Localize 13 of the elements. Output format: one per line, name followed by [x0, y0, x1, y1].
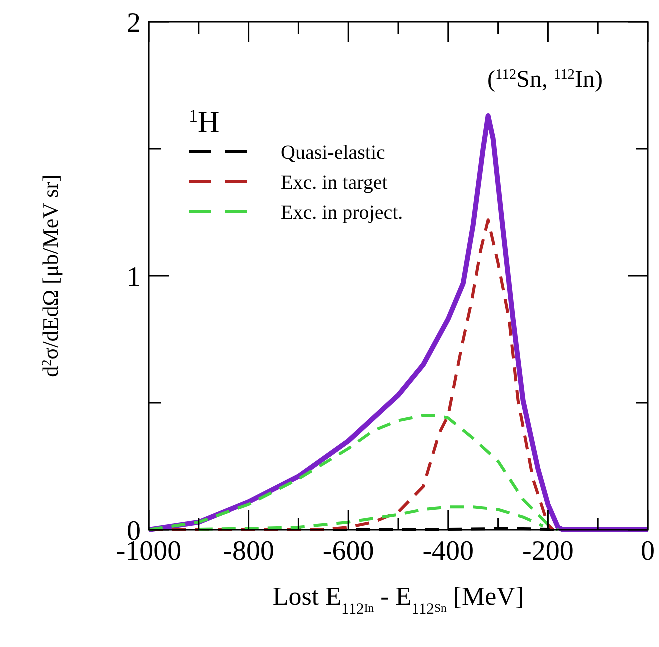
- legend-label: Quasi-elastic: [281, 142, 386, 164]
- annotation: ($^{112}$Sn, $^{112}$In): [488, 67, 603, 93]
- x-tick-label: -400: [422, 536, 474, 567]
- legend-label: Exc. in project.: [281, 202, 404, 224]
- annotation: $^{1}$H: [189, 106, 220, 139]
- legend-label: Exc. in target: [281, 172, 388, 194]
- y-tick-label: 1: [127, 262, 141, 293]
- y-tick-label: 2: [127, 8, 141, 39]
- x-tick-label: -200: [522, 536, 574, 567]
- x-tick-label: -600: [322, 536, 374, 567]
- x-tick-label: -800: [223, 536, 274, 567]
- x-tick-label: 0: [641, 536, 655, 567]
- x-axis-title: Lost E$_{112}$$_{In}$ - E$_{112}$$_{Sn}$ [MeV]: [272, 582, 524, 618]
